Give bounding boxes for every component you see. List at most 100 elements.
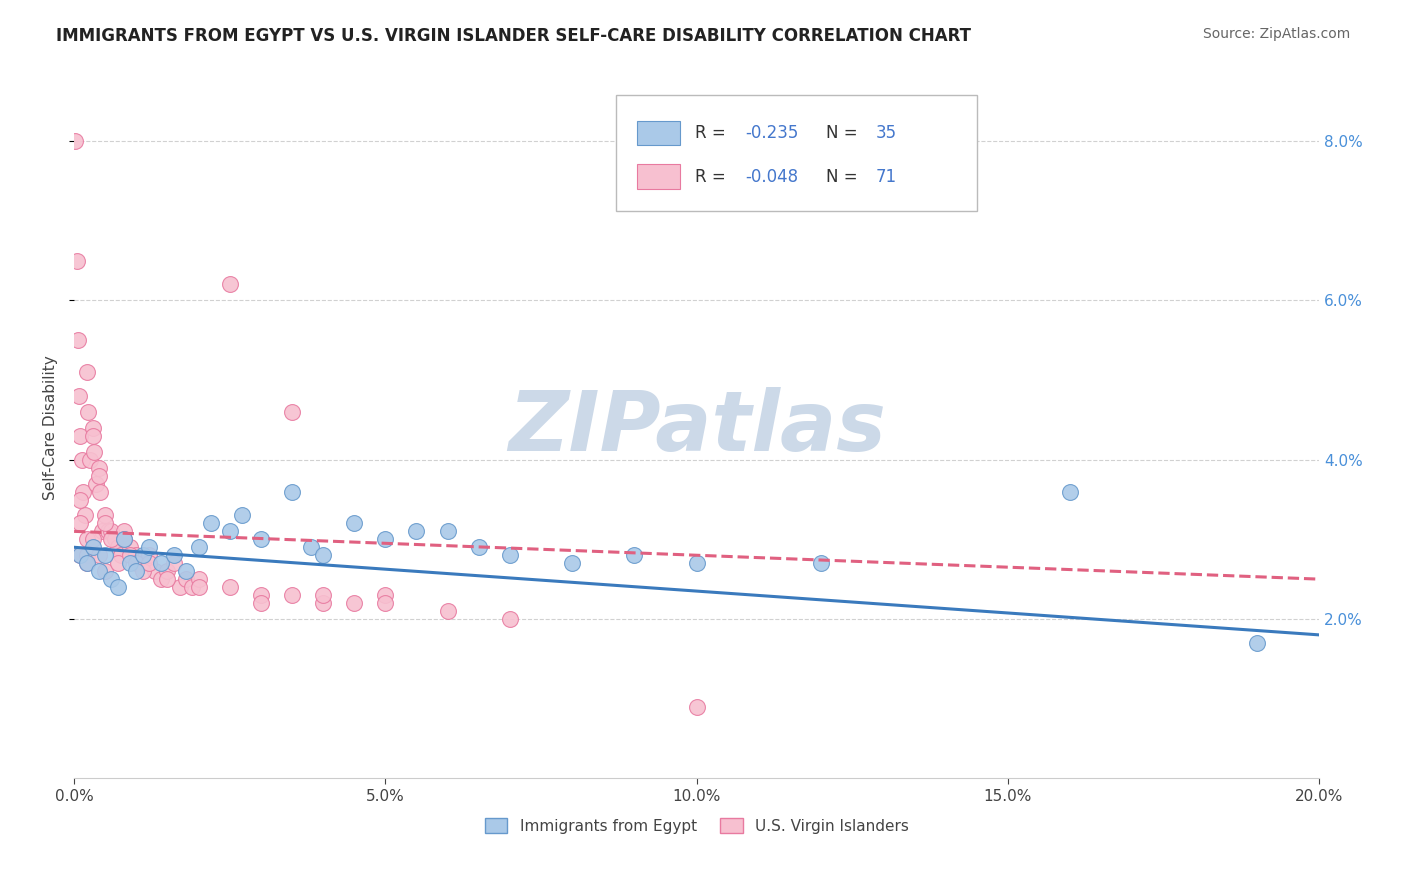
Point — [65, 253, 87, 268]
Point — [174, 564, 197, 578]
Point — [250, 588, 273, 602]
Point — [94, 516, 117, 531]
Point — [281, 405, 304, 419]
Point — [110, 548, 132, 562]
Point — [436, 524, 458, 539]
Point — [810, 556, 832, 570]
Point — [112, 524, 135, 539]
Point — [69, 429, 91, 443]
Text: -0.235: -0.235 — [745, 124, 799, 142]
Point — [281, 484, 304, 499]
Point — [89, 484, 111, 499]
Point — [103, 533, 125, 547]
Point — [405, 524, 427, 539]
Point — [125, 548, 148, 562]
Point — [231, 508, 253, 523]
Point — [82, 533, 104, 547]
Point — [94, 548, 117, 562]
Point — [131, 548, 153, 562]
Point — [281, 588, 304, 602]
Point — [623, 548, 645, 562]
Point — [181, 580, 204, 594]
Point — [685, 699, 707, 714]
Text: R =: R = — [696, 168, 731, 186]
Point — [91, 524, 114, 539]
Point — [499, 612, 522, 626]
Point — [82, 541, 104, 555]
Point — [82, 421, 104, 435]
Point — [312, 588, 335, 602]
Point — [76, 533, 98, 547]
Point — [156, 572, 179, 586]
Point — [250, 533, 273, 547]
Text: 71: 71 — [876, 168, 897, 186]
Point — [499, 548, 522, 562]
Point — [107, 541, 129, 555]
Point — [374, 533, 396, 547]
Legend: Immigrants from Egypt, U.S. Virgin Islanders: Immigrants from Egypt, U.S. Virgin Islan… — [485, 818, 908, 834]
Text: ZIPatlas: ZIPatlas — [508, 387, 886, 468]
Point — [685, 556, 707, 570]
Point — [76, 556, 98, 570]
Point — [150, 572, 173, 586]
Point — [107, 580, 129, 594]
Point — [169, 580, 191, 594]
Point — [561, 556, 583, 570]
Point — [156, 564, 179, 578]
Point — [82, 429, 104, 443]
Point — [131, 556, 153, 570]
Point — [374, 596, 396, 610]
Point — [66, 333, 89, 347]
Text: Source: ZipAtlas.com: Source: ZipAtlas.com — [1202, 27, 1350, 41]
Point — [94, 564, 117, 578]
Text: N =: N = — [827, 168, 863, 186]
Point — [200, 516, 222, 531]
Point — [150, 556, 173, 570]
Point — [94, 508, 117, 523]
Point — [312, 548, 335, 562]
Point — [187, 580, 209, 594]
Point — [1059, 484, 1081, 499]
Point — [65, 134, 87, 148]
Point — [138, 548, 160, 562]
Point — [76, 556, 98, 570]
Point — [120, 541, 142, 555]
Y-axis label: Self-Care Disability: Self-Care Disability — [44, 355, 58, 500]
Text: R =: R = — [696, 124, 731, 142]
Point — [163, 548, 186, 562]
Point — [218, 524, 240, 539]
Point — [87, 468, 110, 483]
Point — [312, 596, 335, 610]
Point — [87, 564, 110, 578]
Point — [343, 596, 366, 610]
Point — [79, 452, 101, 467]
Text: N =: N = — [827, 124, 863, 142]
Point — [143, 564, 166, 578]
Point — [436, 604, 458, 618]
Point — [112, 533, 135, 547]
Point — [174, 572, 197, 586]
Point — [100, 572, 122, 586]
Point — [343, 516, 366, 531]
FancyBboxPatch shape — [616, 95, 977, 211]
Bar — [637, 121, 681, 145]
Point — [76, 365, 98, 379]
Point — [76, 548, 98, 562]
Point — [100, 533, 122, 547]
Point — [69, 548, 91, 562]
Bar — [637, 164, 681, 189]
Point — [131, 564, 153, 578]
Point — [120, 556, 142, 570]
Point — [120, 548, 142, 562]
Point — [138, 541, 160, 555]
Point — [83, 444, 105, 458]
Point — [187, 541, 209, 555]
Point — [87, 460, 110, 475]
Point — [374, 588, 396, 602]
Point — [218, 580, 240, 594]
Point — [70, 452, 93, 467]
Point — [1246, 636, 1268, 650]
Point — [76, 405, 98, 419]
Point — [187, 572, 209, 586]
Point — [125, 556, 148, 570]
